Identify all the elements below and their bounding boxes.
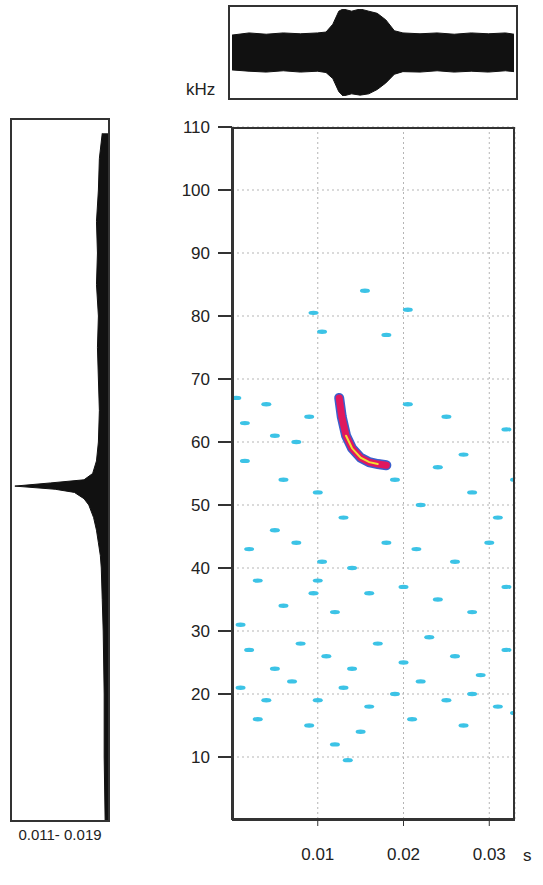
svg-text:50: 50: [191, 496, 210, 515]
html-text:0.011- 0.019: 0.011- 0.019: [18, 826, 102, 843]
svg-text:10: 10: [191, 748, 210, 767]
svg-text:60: 60: [191, 433, 210, 452]
svg-text:40: 40: [191, 559, 210, 578]
svg-text:20: 20: [191, 685, 210, 704]
svg-text:30: 30: [191, 622, 210, 641]
svg-text:0.03: 0.03: [473, 845, 506, 864]
svg-text:70: 70: [191, 370, 210, 389]
html-text:s: s: [523, 846, 532, 865]
svg-text:110: 110: [183, 118, 210, 137]
svg-text:80: 80: [191, 307, 210, 326]
svg-text:90: 90: [191, 244, 210, 263]
svg-text:0.01: 0.01: [301, 845, 334, 864]
svg-text:0.02: 0.02: [387, 845, 420, 864]
svg-text:100: 100: [182, 181, 210, 200]
html-text:kHz: kHz: [186, 80, 216, 99]
